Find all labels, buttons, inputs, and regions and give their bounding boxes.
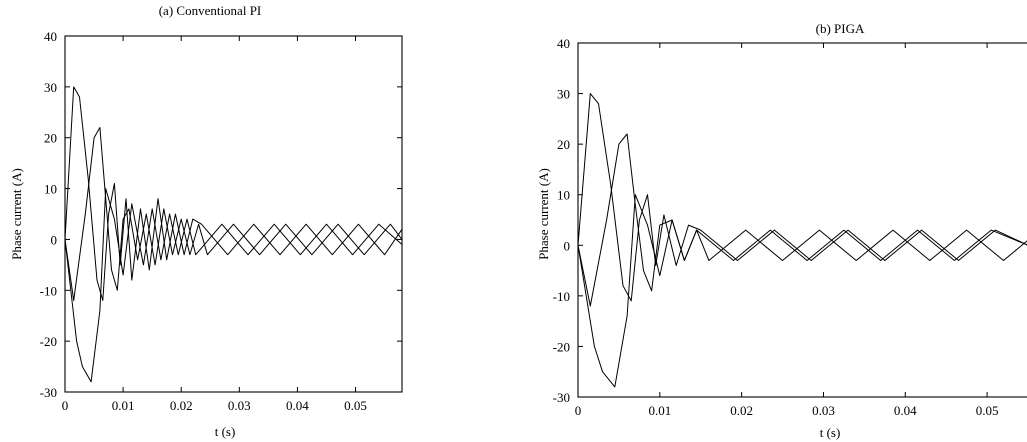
y-tick-label: 30 bbox=[44, 80, 57, 95]
phase-current-trace-2 bbox=[64, 127, 403, 301]
panel-a-traces bbox=[64, 86, 403, 383]
x-tick-label: 0.01 bbox=[112, 398, 135, 413]
y-tick-label: 30 bbox=[557, 87, 570, 102]
x-tick-label: 0.05 bbox=[344, 398, 367, 413]
panel-a-title: (a) Conventional PI bbox=[159, 3, 262, 18]
panel-a-ticks: 0 0.01 0.02 0.03 0.04 0.05 -30 -20 -10 0 10 20 30 40 bbox=[40, 29, 402, 413]
x-tick-label: 0 bbox=[575, 403, 582, 418]
y-tick-label: -20 bbox=[40, 334, 57, 349]
x-tick-label: 0.04 bbox=[286, 398, 309, 413]
x-tick-label: 0.04 bbox=[894, 403, 917, 418]
panel-b-ylabel: Phase current (A) bbox=[536, 168, 551, 260]
y-tick-label: 0 bbox=[51, 232, 58, 247]
phase-current-trace-1 bbox=[64, 86, 403, 301]
panel-a-xlabel: t (s) bbox=[215, 424, 236, 439]
panel-b-traces bbox=[577, 93, 1027, 388]
panel-a-ylabel: Phase current (A) bbox=[9, 168, 24, 260]
x-tick-label: 0.02 bbox=[730, 403, 753, 418]
y-tick-label: -30 bbox=[553, 390, 570, 405]
y-tick-label: 20 bbox=[44, 131, 57, 146]
phase-current-trace-1 bbox=[577, 93, 1027, 302]
panel-b-title: (b) PIGA bbox=[816, 21, 865, 36]
x-tick-label: 0.03 bbox=[228, 398, 251, 413]
y-tick-label: -30 bbox=[40, 385, 57, 400]
y-tick-label: -10 bbox=[40, 283, 57, 298]
panel-b-xlabel: t (s) bbox=[820, 425, 841, 440]
panel-b-plot-frame bbox=[577, 42, 1027, 398]
x-tick-label: 0.01 bbox=[648, 403, 671, 418]
x-tick-label: 0.03 bbox=[812, 403, 835, 418]
y-tick-label: 40 bbox=[557, 36, 570, 51]
y-tick-label: 0 bbox=[564, 238, 571, 253]
x-tick-label: 0.05 bbox=[976, 403, 999, 418]
panel-a-plot-frame bbox=[64, 35, 403, 393]
y-tick-label: -10 bbox=[553, 289, 570, 304]
y-tick-label: 20 bbox=[557, 137, 570, 152]
y-tick-label: 40 bbox=[44, 29, 57, 44]
y-tick-label: 10 bbox=[557, 188, 570, 203]
x-tick-label: 0.02 bbox=[170, 398, 193, 413]
panel-b: (b) PIGA 0 0.01 0.02 0.03 0.04 0.05-30-20-100… bbox=[536, 21, 1027, 440]
y-tick-label: -20 bbox=[553, 339, 570, 354]
panel-b-ticks: 0 0.01 0.02 0.03 0.04 0.05 -30 -20 -10 0 10 20 30 40 bbox=[553, 36, 999, 418]
phase-current-trace-3 bbox=[577, 194, 1027, 388]
phase-current-trace-3 bbox=[64, 188, 403, 383]
x-tick-label: 0 bbox=[62, 398, 69, 413]
panel-a: (a) Conventional PI 0 0.01 0.02 0.03 0.04 0.0… bbox=[9, 3, 403, 439]
y-tick-label: 10 bbox=[44, 182, 57, 197]
